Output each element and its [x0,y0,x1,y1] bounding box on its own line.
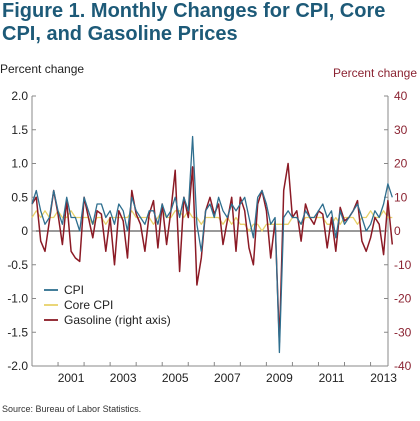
right-tick-label: 0 [394,224,401,238]
left-tick-label: -2.0 [7,359,28,373]
chart-svg: 2.0 1.5 1.0 0.5 0 -0.5 -1.0 -1.5 -2.0 40 30 20 10 0 -… [7,89,412,385]
right-tick-label: 20 [394,157,408,171]
right-tick-label: -40 [394,359,412,373]
legend-label: Gasoline (right axis) [64,313,171,327]
legend-label: Core CPI [64,298,113,312]
right-axis-label: Percent change [332,66,417,80]
left-tick-label: 0.5 [11,190,28,204]
right-tick-label: -30 [394,325,412,339]
left-tick-label: 0 [21,224,28,238]
x-tick-label: 2005 [162,371,189,385]
right-tick-label: 40 [394,89,408,103]
right-tick-label: 30 [394,123,408,137]
legend-label: CPI [64,283,84,297]
series-line-cpi [31,135,393,354]
source-note: Source: Bureau of Labor Statistics. [2,404,142,414]
series-line-gasoline-right-axis [31,162,394,344]
x-tick-label: 2013 [370,371,397,385]
x-axis-ticks: 2001 2003 2005 2007 2009 2011 2013 [31,362,397,385]
left-tick-label: 2.0 [11,89,28,103]
x-tick-label: 2001 [58,371,85,385]
left-tick-label: 1.5 [11,123,28,137]
x-tick-label: 2007 [214,371,241,385]
left-tick-label: -1.5 [7,325,28,339]
left-axis-ticks: 2.0 1.5 1.0 0.5 0 -0.5 -1.0 -1.5 -2.0 [7,89,36,373]
left-axis-label: Percent change [0,62,85,76]
right-tick-label: -10 [394,258,412,272]
right-tick-label: 10 [394,190,408,204]
chart-title: Figure 1. Monthly Changes for CPI, Core … [2,0,386,45]
x-tick-label: 2003 [110,371,137,385]
left-tick-label: 1.0 [11,157,28,171]
right-axis-ticks: 40 30 20 10 0 -10 -20 -30 -40 [384,89,412,373]
left-tick-label: -0.5 [7,258,28,272]
series-layer [31,135,394,354]
right-tick-label: -20 [394,292,412,306]
x-tick-label: 2011 [319,371,345,385]
left-tick-label: -1.0 [7,292,28,306]
x-tick-label: 2009 [266,371,293,385]
